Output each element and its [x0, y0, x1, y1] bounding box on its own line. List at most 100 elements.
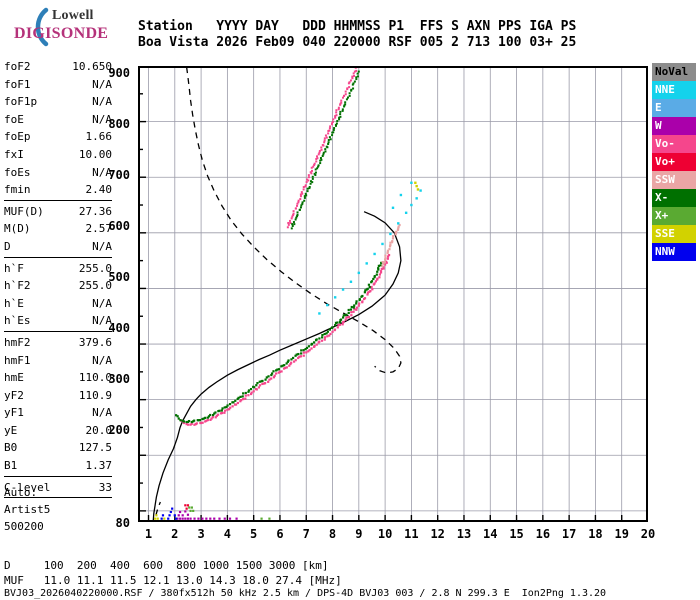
- legend-item-x-[interactable]: X+: [652, 207, 696, 225]
- series-e-region-yellow-scatter: [153, 514, 166, 520]
- param-row: yE 20.0: [4, 422, 112, 440]
- legend-item-sse[interactable]: SSE: [652, 225, 696, 243]
- param-row: M(D) 2.57: [4, 220, 112, 238]
- x-tick-label: 9: [355, 527, 363, 541]
- station-header: Station YYYY DAY DDD HHMMSS P1 FFS S AXN…: [138, 19, 576, 51]
- param-row: foF2 10.650: [4, 58, 112, 76]
- auto-code: 500200: [4, 520, 44, 533]
- x-tick-label: 18: [588, 527, 603, 541]
- ionogram-plot[interactable]: [138, 66, 648, 522]
- param-row: fxI 10.00: [4, 146, 112, 164]
- param-row: C-level 33: [4, 479, 112, 497]
- ionospheric-parameters-panel: foF2 10.650 foF1 N/A foF1p N/A foE N/A foEp 1.66 f…: [4, 58, 112, 500]
- param-key: hmE: [4, 371, 24, 385]
- param-value: 20.0: [85, 423, 113, 437]
- param-divider: [4, 475, 112, 477]
- header-values-row: Boa Vista 2026 Feb09 040 220000 RSF 005 …: [138, 35, 577, 50]
- param-row: h`F 255.0: [4, 260, 112, 278]
- param-divider: [4, 199, 112, 201]
- param-value: N/A: [92, 239, 112, 253]
- series-e-region-green-scatter: [188, 506, 271, 520]
- param-row: yF1 N/A: [4, 404, 112, 422]
- param-value: 1.66: [85, 130, 113, 144]
- param-key: C-level: [4, 480, 51, 494]
- param-key: foF1p: [4, 95, 38, 109]
- legend-item-vo-[interactable]: Vo+: [652, 153, 696, 171]
- param-key: hmF1: [4, 353, 31, 367]
- series-upper-o-vo-2f: [286, 66, 359, 229]
- param-value: 2.57: [85, 222, 113, 236]
- legend-item-nne[interactable]: NNE: [652, 81, 696, 99]
- param-row: hmE 110.0: [4, 369, 112, 387]
- param-value: N/A: [92, 95, 112, 109]
- param-row: hmF2 379.6: [4, 334, 112, 352]
- legend-item-vo-[interactable]: Vo-: [652, 135, 696, 153]
- x-tick-label: 6: [276, 527, 284, 541]
- muf-row: MUF 11.0 11.1 11.5 12.1 13.0 14.3 18.0 2…: [4, 574, 342, 587]
- y-tick-label: 300: [108, 372, 130, 386]
- param-value: 110.9: [78, 388, 112, 402]
- param-value: 255.0: [78, 279, 112, 293]
- x-tick-label: 8: [328, 527, 337, 541]
- y-tick-label: 200: [108, 423, 130, 437]
- legend-item-ssw[interactable]: SSW: [652, 171, 696, 189]
- legend-item-w[interactable]: W: [652, 117, 696, 135]
- param-row: D N/A: [4, 238, 112, 256]
- param-key: h`F: [4, 261, 24, 275]
- x-tick-label: 12: [430, 527, 445, 541]
- param-key: foF1: [4, 77, 31, 91]
- param-key: h`F2: [4, 279, 31, 293]
- y-tick-label: 600: [108, 219, 130, 233]
- series-sse-points: [414, 181, 420, 191]
- legend-item-x-[interactable]: X-: [652, 189, 696, 207]
- x-tick-label: 1: [144, 527, 153, 541]
- auto-label: Auto:: [4, 486, 38, 499]
- param-value: 255.0: [78, 261, 112, 275]
- param-row: h`Es N/A: [4, 312, 112, 330]
- param-key: D: [4, 239, 11, 253]
- x-tick-label: 7: [302, 527, 310, 541]
- x-tick-label: 3: [197, 527, 205, 541]
- grid-lines: [138, 66, 648, 522]
- param-row: hmF1 N/A: [4, 352, 112, 370]
- param-value: 379.6: [78, 335, 112, 349]
- param-row: yF2 110.9: [4, 387, 112, 405]
- param-key: h`Es: [4, 314, 31, 328]
- y-tick-label: 80: [115, 516, 130, 530]
- param-key: yE: [4, 423, 18, 437]
- param-value: N/A: [92, 112, 112, 126]
- param-value: N/A: [92, 406, 112, 420]
- series-ssw-trace: [381, 223, 401, 268]
- param-key: h`E: [4, 296, 24, 310]
- curve-top-left-dashed-fragment: [155, 501, 161, 516]
- param-row: foEp 1.66: [4, 128, 112, 146]
- lowell-digisonde-logo: Lowell DIGISONDE: [8, 6, 128, 50]
- x-tick-label: 13: [456, 527, 472, 541]
- param-row: foF1p N/A: [4, 93, 112, 111]
- series-nne-scatter: [318, 181, 422, 315]
- param-key: yF2: [4, 388, 24, 402]
- param-row: h`E N/A: [4, 295, 112, 313]
- param-value: 110.0: [78, 371, 112, 385]
- param-value: 10.00: [78, 147, 112, 161]
- param-key: foF2: [4, 60, 31, 73]
- x-tick-label: 20: [640, 527, 656, 541]
- y-tick-label: 900: [108, 66, 130, 80]
- param-row: B1 1.37: [4, 457, 112, 475]
- x-tick-label: 2: [171, 527, 179, 541]
- param-row: foF1 N/A: [4, 76, 112, 94]
- param-row: B0 127.5: [4, 439, 112, 457]
- ionogram-canvas: [138, 66, 648, 522]
- param-key: foEs: [4, 165, 31, 179]
- param-key: fmin: [4, 183, 31, 197]
- x-tick-label: 17: [561, 527, 577, 541]
- curve-electron-density-profile: [152, 211, 402, 521]
- param-value: 1.37: [85, 459, 113, 473]
- y-tick-label: 700: [108, 168, 130, 182]
- plot-background: [138, 66, 648, 522]
- legend-item-noval[interactable]: NoVal: [652, 63, 696, 81]
- legend-item-e[interactable]: E: [652, 99, 696, 117]
- legend-item-nnw[interactable]: NNW: [652, 243, 696, 261]
- logo-arc-icon: [35, 7, 49, 47]
- param-value: N/A: [92, 296, 112, 310]
